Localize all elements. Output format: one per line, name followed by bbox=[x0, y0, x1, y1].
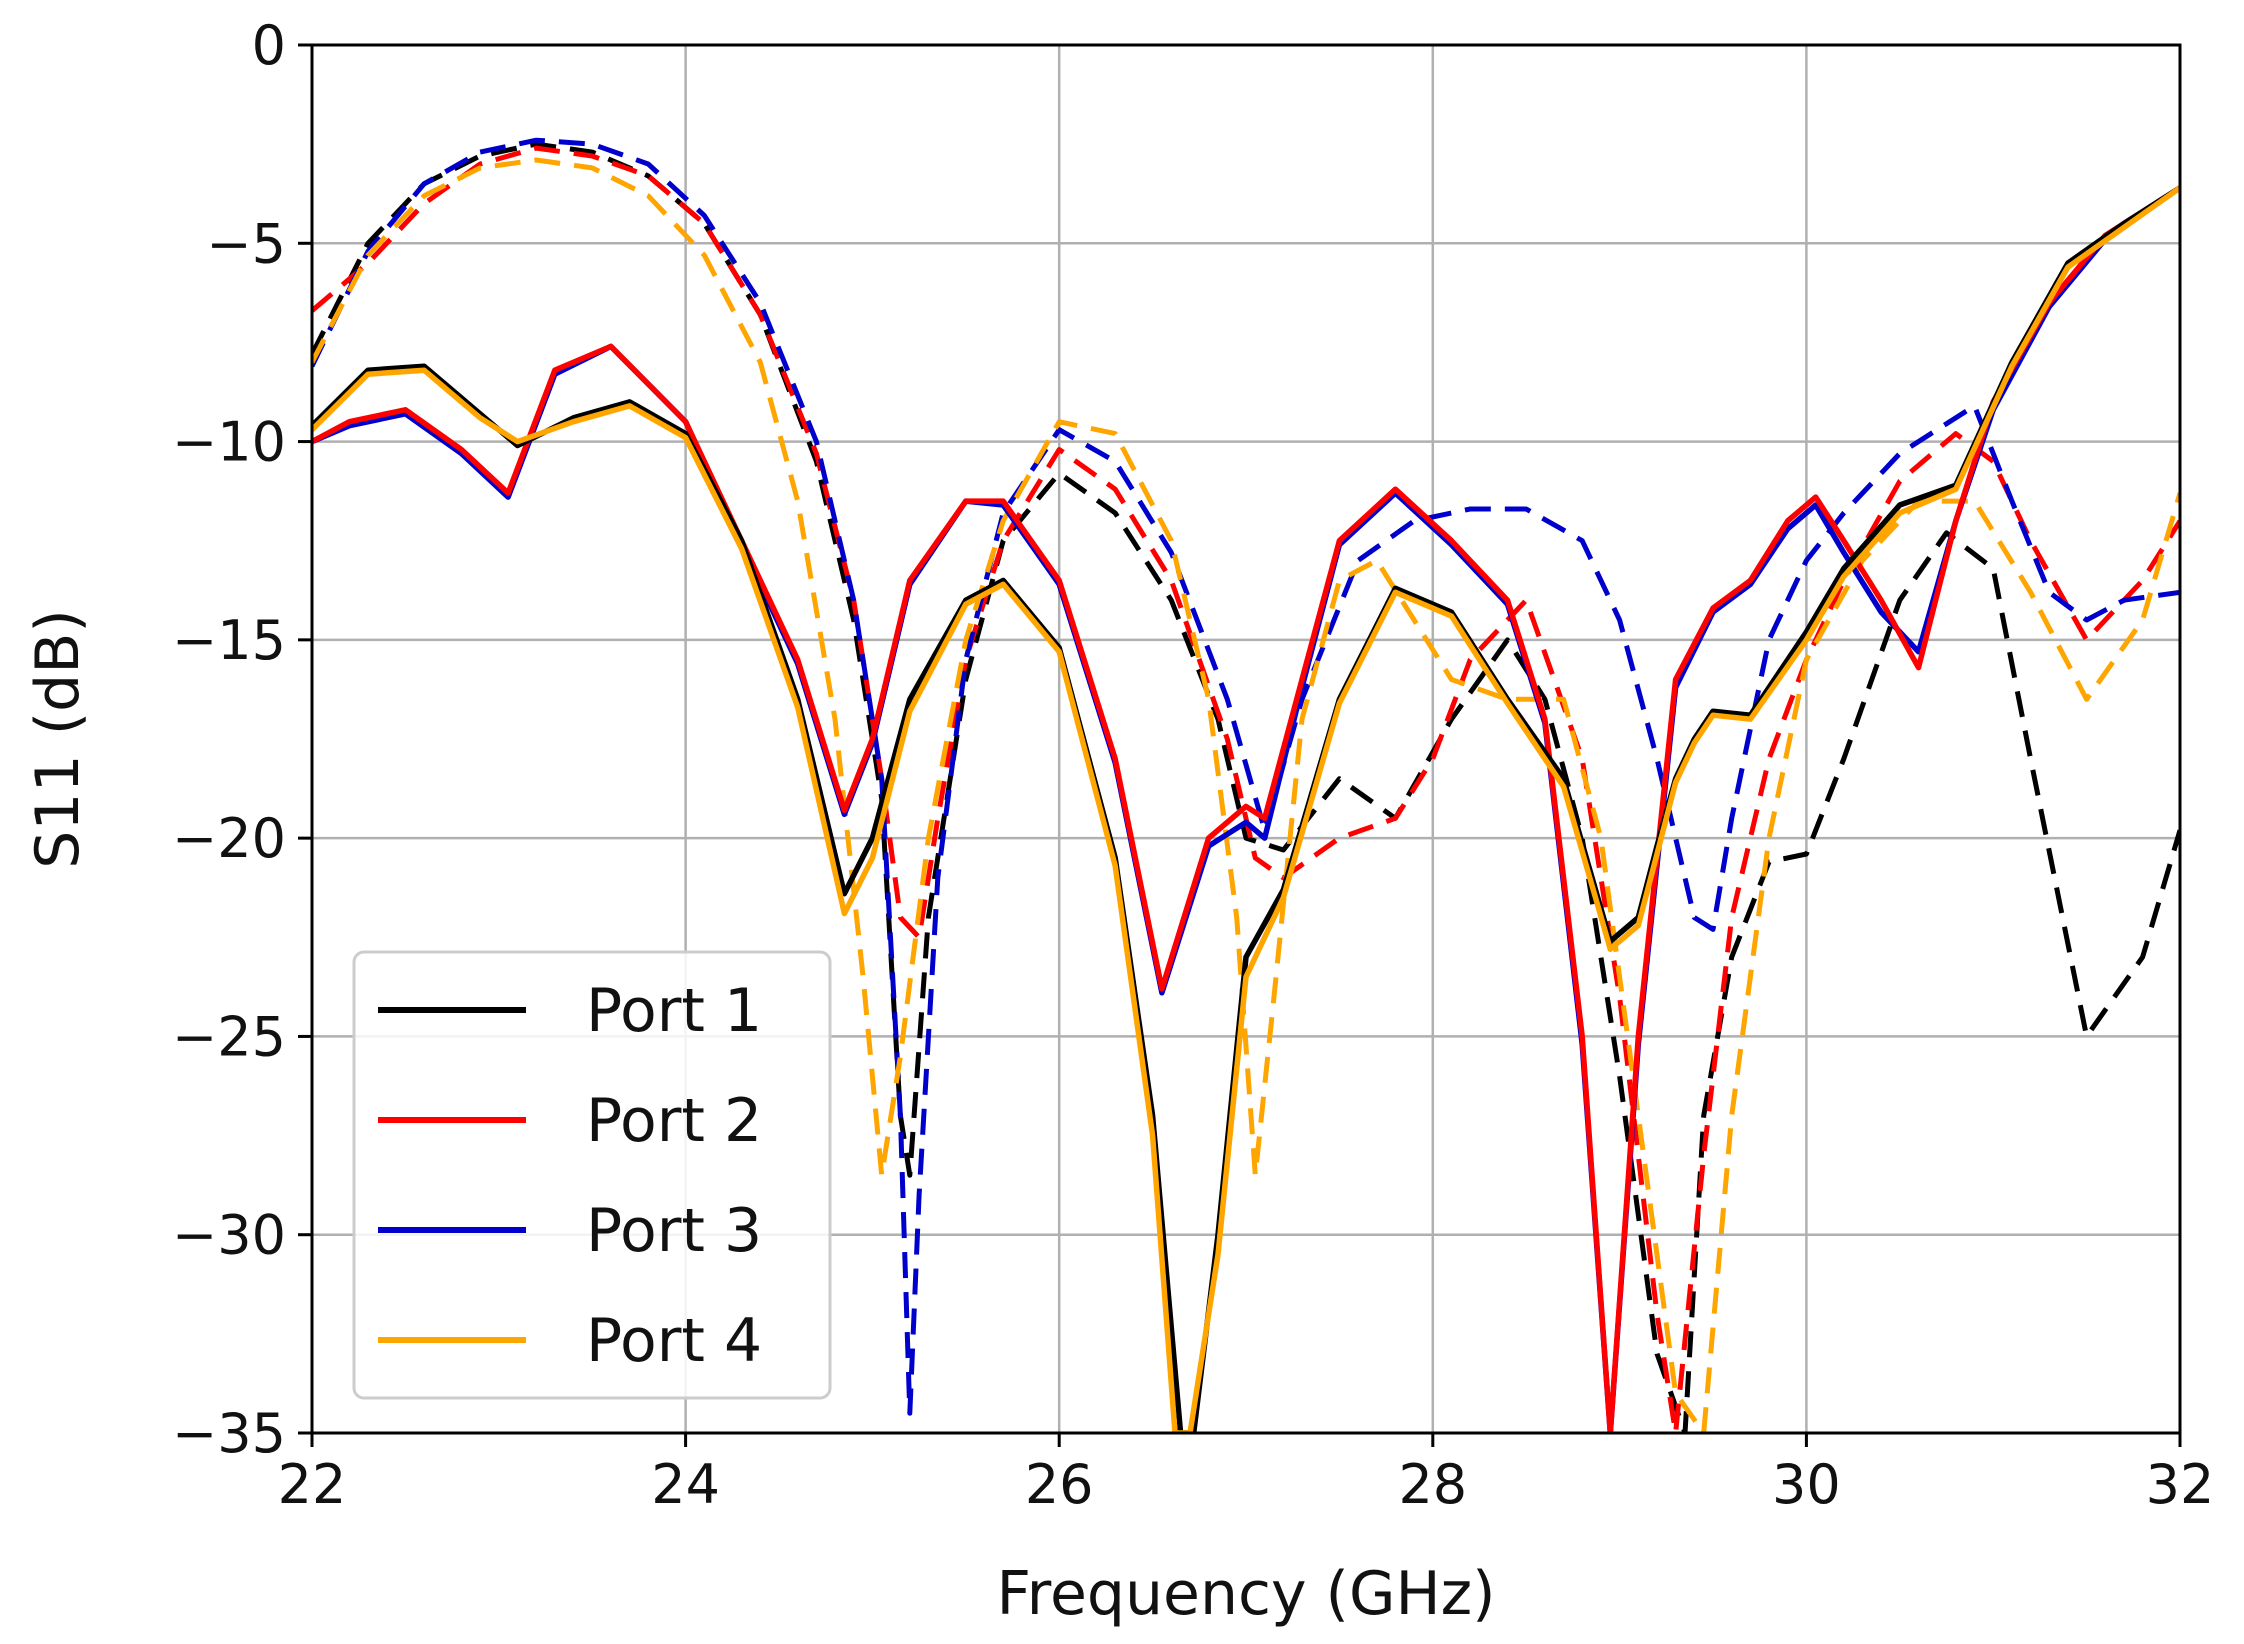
x-tick-label: 28 bbox=[1398, 1453, 1467, 1516]
legend-label: Port 1 bbox=[586, 976, 762, 1046]
legend-box bbox=[352, 950, 832, 1400]
series-port-4-dashed bbox=[312, 157, 2180, 1433]
legend-label: Port 3 bbox=[586, 1196, 762, 1266]
series-port-2-dashed bbox=[312, 145, 2180, 1433]
x-tick-label: 22 bbox=[278, 1453, 347, 1516]
y-tick-label: 0 bbox=[252, 14, 286, 77]
series-port-3-dashed bbox=[312, 137, 2180, 1416]
y-tick-label: −25 bbox=[172, 1005, 286, 1068]
y-tick-label: −5 bbox=[206, 212, 286, 275]
x-tick-label: 30 bbox=[1772, 1453, 1841, 1516]
plot-frame bbox=[310, 43, 2182, 1435]
x-tick-label: 26 bbox=[1025, 1453, 1094, 1516]
y-tick-label: −10 bbox=[172, 411, 286, 474]
y-tick-label: −35 bbox=[172, 1402, 286, 1465]
y-tick-label: −15 bbox=[172, 609, 286, 672]
y-axis-title: S11 (dB) bbox=[23, 609, 93, 869]
axis-ticks: 22 24 26 28 30 32 0 −5 −10 −15 −20 −25 −30 −35 bbox=[172, 14, 2214, 1516]
legend-label: Port 2 bbox=[586, 1086, 762, 1156]
y-tick-label: −30 bbox=[172, 1204, 286, 1267]
series-port-1-solid bbox=[312, 185, 2180, 1433]
x-tick-label: 32 bbox=[2146, 1453, 2215, 1516]
x-tick-label: 24 bbox=[651, 1453, 720, 1516]
series-port-4-solid bbox=[312, 185, 2180, 1433]
legend-label: Port 4 bbox=[586, 1306, 762, 1376]
legend: Port 1 Port 2 Port 3 Port 4 bbox=[352, 950, 832, 1400]
series-group bbox=[312, 137, 2180, 1433]
y-tick-label: −20 bbox=[172, 807, 286, 870]
series-port-2-solid bbox=[312, 185, 2180, 1433]
x-axis-title: Frequency (GHz) bbox=[997, 1559, 1496, 1629]
